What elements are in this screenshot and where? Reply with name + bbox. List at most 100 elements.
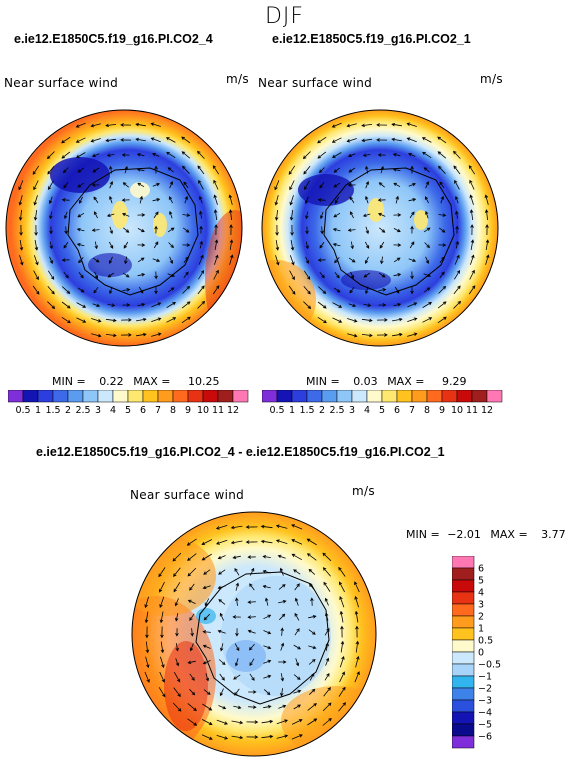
wind-vector-arrow (354, 581, 360, 593)
panel3-colorbar-label: −1 (478, 672, 492, 683)
wind-vector-arrow (421, 137, 432, 143)
wind-vector-arrow (305, 256, 310, 264)
wind-vector-arrow (121, 153, 130, 157)
wind-vector-arrow (275, 539, 288, 544)
wind-vector-arrow (303, 301, 312, 309)
wind-vector-arrow (123, 227, 130, 233)
wind-vector-arrow (32, 165, 40, 175)
wind-vector-arrow (339, 656, 345, 668)
wind-vector-arrow (105, 333, 117, 338)
wind-vector-arrow (320, 226, 324, 235)
panel1-field-label: Near surface wind (4, 76, 119, 90)
wind-vector-arrow (154, 165, 158, 174)
wind-vector-arrow (152, 258, 161, 262)
wind-vector-arrow (183, 181, 189, 189)
wind-vector-arrow (214, 224, 218, 236)
panel1-colorbar-label: 5 (125, 405, 131, 416)
wind-vector-arrow (291, 553, 302, 561)
wind-vector-arrow (61, 198, 70, 202)
wind-vector-arrow (108, 256, 113, 264)
wind-vector-arrow (152, 152, 160, 157)
wind-vector-arrow (173, 672, 181, 683)
wind-vector-arrow (216, 735, 229, 740)
wind-vector-arrow (189, 688, 196, 696)
wind-vector-arrow (213, 194, 218, 205)
wind-vector-arrow (158, 567, 166, 578)
wind-vector-arrow (376, 333, 388, 337)
panel3-wind-vectors (144, 524, 360, 740)
panel2-max-label: MAX = (387, 375, 425, 388)
wind-vector-arrow (107, 303, 116, 307)
panel3-min-max: MIN = −2.01 MAX = 3.77 (406, 528, 566, 541)
panel1-colorbar-swatch (8, 390, 24, 403)
wind-vector-arrow (182, 243, 191, 247)
panel1-colorbar-swatch (67, 390, 84, 403)
wind-vector-arrow (91, 228, 100, 232)
wind-vector-arrow (189, 613, 195, 621)
panel3-colorbar-swatch (452, 663, 475, 677)
wind-vector-arrow (109, 226, 113, 235)
panel2-colorbar-label: 12 (481, 405, 493, 416)
wind-vector-arrow (280, 627, 284, 636)
wind-vector-arrow (105, 123, 117, 128)
wind-vector-arrow (308, 629, 316, 635)
panel1-colorbar-swatch (82, 390, 99, 403)
wind-vector-arrow (199, 225, 203, 234)
wind-vector-arrow (183, 271, 189, 279)
wind-vector-arrow (347, 333, 358, 338)
panel3-antarctica-coastline (195, 571, 330, 705)
wind-vector-arrow (137, 273, 146, 277)
wind-vector-arrow (202, 585, 211, 590)
wind-vector-arrow (365, 195, 369, 204)
wind-vector-arrow (275, 240, 280, 251)
wind-vector-arrow (323, 687, 331, 697)
wind-vector-arrow (232, 555, 241, 560)
wind-vector-arrow (61, 258, 70, 262)
wind-vector-arrow (425, 181, 430, 189)
wind-vector-arrow (325, 642, 329, 651)
panel2-colorbar-swatch (456, 390, 473, 403)
wind-vector-arrow (393, 228, 401, 233)
wind-vector-arrow (93, 286, 99, 294)
wind-vector-arrow (49, 241, 53, 250)
wind-vector-arrow (63, 241, 69, 249)
wind-vector-arrow (168, 242, 174, 249)
wind-vector-arrow (167, 167, 174, 173)
wind-vector-arrow (393, 182, 401, 188)
wind-vector-arrow (137, 182, 145, 188)
wind-vector-arrow (409, 241, 415, 249)
wind-vector-arrow (214, 239, 219, 250)
wind-vector-arrow (263, 689, 271, 696)
wind-vector-arrow (355, 655, 360, 668)
wind-vector-arrow (349, 211, 354, 219)
wind-vector-arrow (468, 285, 476, 295)
wind-vector-arrow (151, 317, 162, 322)
wind-vector-arrow (318, 286, 327, 294)
wind-vector-arrow (235, 628, 239, 637)
wind-vector-arrow (175, 658, 180, 667)
wind-vector-arrow (263, 614, 272, 620)
wind-vector-arrow (407, 332, 418, 337)
wind-vector-arrow (122, 212, 130, 217)
wind-vector-arrow (249, 567, 255, 576)
wind-vector-arrow (310, 597, 314, 606)
panel2-colorbar-label: 2.5 (329, 405, 344, 416)
wind-vector-arrow (425, 210, 429, 219)
panel1-colorbar-swatch (37, 390, 54, 403)
wind-vector-arrow (245, 540, 258, 544)
wind-vector-arrow (154, 286, 158, 295)
wind-vector-arrow (109, 286, 113, 295)
wind-vector-arrow (264, 597, 269, 606)
wind-vector-arrow (217, 555, 226, 560)
wind-vector-arrow (354, 595, 359, 608)
wind-vector-arrow (229, 224, 233, 236)
wind-vector-arrow (160, 626, 164, 639)
wind-vector-arrow (137, 303, 146, 307)
wind-vector-arrow (247, 615, 256, 619)
wind-vector-arrow (187, 599, 196, 604)
wind-vector-arrow (152, 182, 160, 187)
panel2-colorbar-swatch (306, 390, 323, 403)
wind-vector-arrow (218, 569, 226, 575)
panel1-min-label: MIN = (52, 375, 86, 388)
wind-vector-arrow (317, 198, 326, 202)
